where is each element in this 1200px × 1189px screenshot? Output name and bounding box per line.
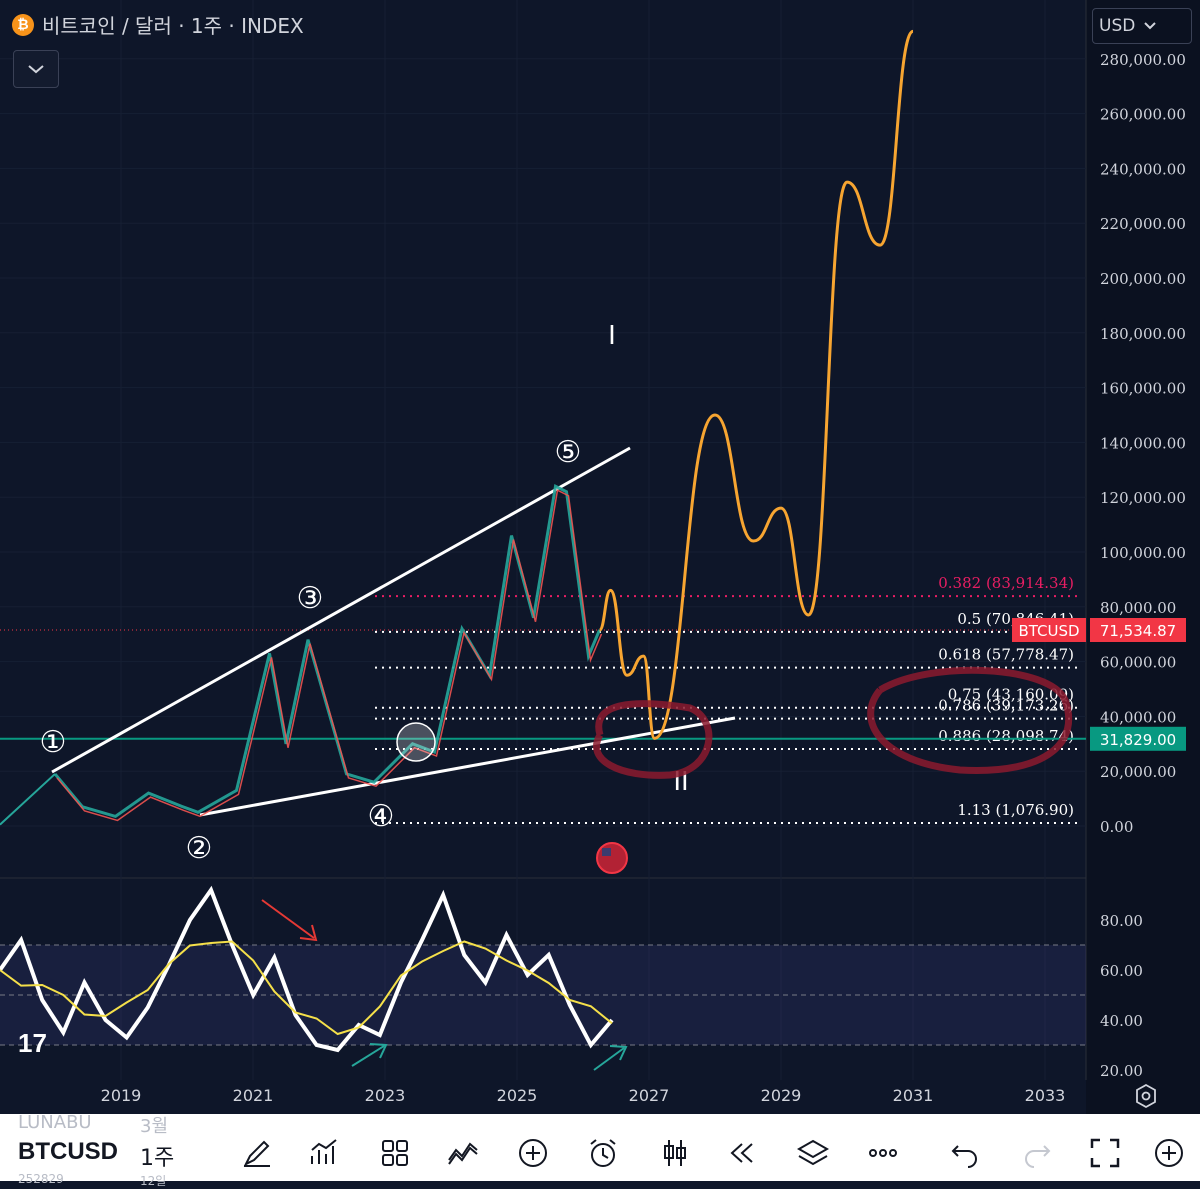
lower-trendline xyxy=(199,716,736,817)
rsi-pane: 80.00 60.00 40.00 20.00 xyxy=(0,885,1143,1080)
wave-count: I xyxy=(608,321,616,351)
fib-label: 1.13 (1,076.90) xyxy=(957,801,1074,819)
price-tick: 20,000.00 xyxy=(1100,763,1176,781)
projection-curve xyxy=(598,29,915,740)
currency-select[interactable]: USD xyxy=(1092,8,1192,44)
wave-label: ② xyxy=(186,831,213,866)
fib-label: 0.382 (83,914.34) xyxy=(938,574,1074,592)
chevron-down-icon xyxy=(28,65,44,74)
symbol-tag-label: BTCUSD xyxy=(1018,622,1079,640)
price-history xyxy=(0,773,56,826)
rsi-line xyxy=(0,885,614,1053)
wave-label: ① xyxy=(40,725,67,760)
ghost-symbol: LUNABU xyxy=(18,1112,92,1133)
time-tick: 2031 xyxy=(893,1086,934,1105)
time-axis: 2019 2021 2023 2025 2027 2029 2031 2033 xyxy=(101,1086,1066,1105)
rsi-tick: 40.00 xyxy=(1100,1012,1143,1030)
wave-label: ⑤ xyxy=(555,435,582,470)
price-tick: 160,000.00 xyxy=(1100,380,1186,398)
currency-label: USD xyxy=(1099,16,1136,36)
price-tick: 180,000.00 xyxy=(1100,325,1186,343)
time-tick: 2029 xyxy=(761,1086,802,1105)
time-tick: 2027 xyxy=(629,1086,670,1105)
price-tick: 220,000.00 xyxy=(1100,215,1186,233)
ideas-chart-icon[interactable] xyxy=(446,1136,480,1170)
highlight-circle xyxy=(396,722,436,762)
bitcoin-icon: ₿ xyxy=(12,13,34,36)
settings-icon[interactable] xyxy=(1132,1082,1160,1110)
rsi-tick: 80.00 xyxy=(1100,912,1143,930)
price-tick: 40,000.00 xyxy=(1100,708,1176,726)
price-tick: 240,000.00 xyxy=(1100,160,1186,178)
green-arrow xyxy=(593,1045,628,1071)
symbol-button[interactable]: BTCUSD xyxy=(18,1138,118,1165)
rsi-ma-line xyxy=(0,940,613,1036)
undo-icon[interactable] xyxy=(948,1136,982,1170)
interval-button[interactable]: 1주 xyxy=(140,1146,175,1171)
price-tick: 120,000.00 xyxy=(1100,489,1186,507)
price-tick: 260,000.00 xyxy=(1100,106,1186,124)
price-axis: 280,000.00 260,000.00 240,000.00 220,000.00… xyxy=(1100,51,1186,836)
add-plus-icon[interactable] xyxy=(516,1136,550,1170)
time-tick: 2033 xyxy=(1025,1086,1066,1105)
us-flag-icon xyxy=(602,848,611,856)
more-dots-icon[interactable] xyxy=(866,1136,900,1170)
symbol-tag xyxy=(1012,617,1086,642)
ghost-interval: 3월 xyxy=(140,1116,169,1137)
fib-label: 0.618 (57,778.47) xyxy=(938,646,1074,664)
fullscreen-icon[interactable] xyxy=(1088,1136,1122,1170)
current-price-tag xyxy=(1090,617,1186,642)
red-arrow xyxy=(261,899,318,942)
price-tick: 80,000.00 xyxy=(1100,599,1176,617)
green-arrow xyxy=(351,1043,388,1067)
price-tick: 140,000.00 xyxy=(1100,434,1186,452)
wave-label: ④ xyxy=(368,799,395,834)
projection-path xyxy=(598,29,915,740)
fib-label: 0.786 (39,173.26) xyxy=(938,697,1074,715)
us-flag-icon xyxy=(596,842,628,874)
line-price-value: 31,829.00 xyxy=(1100,731,1176,749)
trend-lines xyxy=(51,446,736,817)
red-ellipse xyxy=(593,700,713,779)
price-candles xyxy=(0,483,603,826)
time-tick: 2019 xyxy=(101,1086,142,1105)
add-text-icon[interactable] xyxy=(1152,1136,1186,1170)
bottom-toolbar xyxy=(0,1114,1200,1181)
collapse-button[interactable] xyxy=(13,50,59,88)
price-line-shadow xyxy=(56,489,603,822)
price-tick: 60,000.00 xyxy=(1100,654,1176,672)
layouts-grid-icon[interactable] xyxy=(378,1136,412,1170)
ghost-line: 252829 xyxy=(18,1172,64,1186)
price-tick: 0.00 xyxy=(1100,818,1133,836)
fib-label: 0.75 (43,160.09) xyxy=(948,686,1074,704)
draw-pen-icon[interactable] xyxy=(240,1136,274,1170)
rsi-tick: 20.00 xyxy=(1100,1062,1143,1080)
replay-rewind-icon[interactable] xyxy=(726,1136,760,1170)
price-tick: 200,000.00 xyxy=(1100,270,1186,288)
upper-trendline xyxy=(51,446,631,774)
chevron-down-icon xyxy=(1144,22,1157,30)
price-tick: 280,000.00 xyxy=(1100,51,1186,69)
candles-icon[interactable] xyxy=(658,1136,692,1170)
tradingview-logo: 17 xyxy=(18,1028,47,1058)
red-ellipse xyxy=(867,666,1073,774)
symbol-title: 비트코인 / 달러 · 1주 · INDEX xyxy=(42,14,304,38)
current-price-value: 71,534.87 xyxy=(1100,622,1176,640)
alarm-clock-icon[interactable] xyxy=(586,1136,620,1170)
time-tick: 2025 xyxy=(497,1086,538,1105)
rsi-tick: 60.00 xyxy=(1100,962,1143,980)
price-line-series xyxy=(53,483,601,819)
redo-icon[interactable] xyxy=(1020,1136,1054,1170)
fib-label: 0.886 (28,098.74) xyxy=(938,727,1074,745)
wave-label: ③ xyxy=(297,581,324,616)
symbol-header: ₿ 비트코인 / 달러 · 1주 · INDEX xyxy=(12,10,304,39)
price-tick: 100,000.00 xyxy=(1100,544,1186,562)
line-price-tag xyxy=(1090,726,1186,751)
indicators-icon[interactable] xyxy=(308,1136,342,1170)
layers-icon[interactable] xyxy=(796,1136,830,1170)
time-tick: 2023 xyxy=(365,1086,406,1105)
time-tick: 2021 xyxy=(233,1086,274,1105)
